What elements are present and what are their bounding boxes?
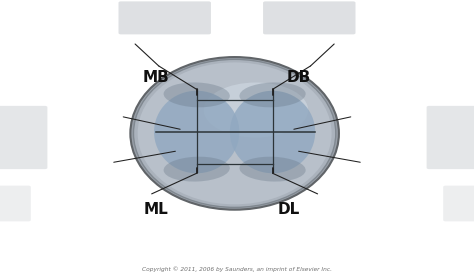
Text: Copyright © 2011, 2006 by Saunders, an imprint of Elsevier Inc.: Copyright © 2011, 2006 by Saunders, an i… xyxy=(142,266,332,272)
FancyBboxPatch shape xyxy=(427,106,474,169)
Text: DL: DL xyxy=(278,202,300,216)
Ellipse shape xyxy=(239,82,306,107)
Ellipse shape xyxy=(164,157,230,182)
Text: ML: ML xyxy=(144,202,169,216)
FancyBboxPatch shape xyxy=(263,1,356,34)
FancyBboxPatch shape xyxy=(443,186,474,221)
Ellipse shape xyxy=(164,82,230,107)
Text: MB: MB xyxy=(143,70,170,84)
Ellipse shape xyxy=(204,82,308,138)
Ellipse shape xyxy=(230,91,315,173)
FancyBboxPatch shape xyxy=(0,106,47,169)
Ellipse shape xyxy=(154,91,239,173)
Text: DB: DB xyxy=(286,70,311,84)
Ellipse shape xyxy=(130,57,339,210)
Ellipse shape xyxy=(137,62,332,204)
Ellipse shape xyxy=(134,59,336,207)
FancyBboxPatch shape xyxy=(118,1,211,34)
Ellipse shape xyxy=(239,157,306,182)
FancyBboxPatch shape xyxy=(0,186,31,221)
